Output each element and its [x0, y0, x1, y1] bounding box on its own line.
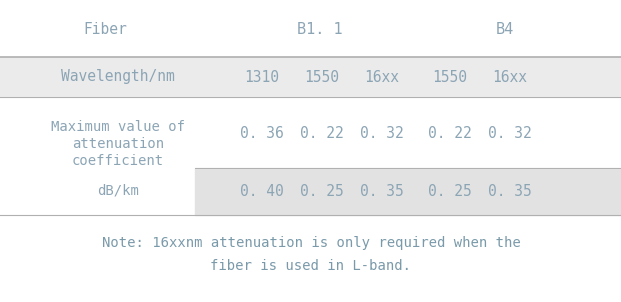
Text: coefficient: coefficient: [72, 154, 164, 168]
Text: 16xx: 16xx: [492, 69, 527, 85]
Text: dB/km: dB/km: [97, 184, 139, 198]
Text: 1550: 1550: [304, 69, 340, 85]
Text: attenuation: attenuation: [72, 137, 164, 151]
Text: 0. 25: 0. 25: [428, 184, 472, 198]
Bar: [0, 97, 621, 215]
Text: 0. 25: 0. 25: [300, 184, 344, 198]
Text: 0. 35: 0. 35: [360, 184, 404, 198]
Text: 0. 36: 0. 36: [240, 126, 284, 140]
Text: B1. 1: B1. 1: [297, 23, 343, 37]
Text: Note: 16xxnm attenuation is only required when the: Note: 16xxnm attenuation is only require…: [102, 236, 520, 250]
Text: 1550: 1550: [432, 69, 468, 85]
Text: 0. 22: 0. 22: [300, 126, 344, 140]
Text: B4: B4: [496, 23, 514, 37]
Text: Maximum value of: Maximum value of: [51, 120, 185, 134]
Text: 0. 22: 0. 22: [428, 126, 472, 140]
Text: 0. 32: 0. 32: [360, 126, 404, 140]
Text: fiber is used in L-band.: fiber is used in L-band.: [211, 259, 412, 273]
Text: 0. 32: 0. 32: [488, 126, 532, 140]
Text: 1310: 1310: [245, 69, 279, 85]
Bar: [0, 0, 621, 57]
Text: 16xx: 16xx: [365, 69, 399, 85]
Text: Wavelength/nm: Wavelength/nm: [61, 69, 175, 85]
Text: Fiber: Fiber: [83, 23, 127, 37]
Bar: [195, 168, 621, 215]
Bar: [0, 57, 621, 97]
Text: 0. 35: 0. 35: [488, 184, 532, 198]
Text: 0. 40: 0. 40: [240, 184, 284, 198]
